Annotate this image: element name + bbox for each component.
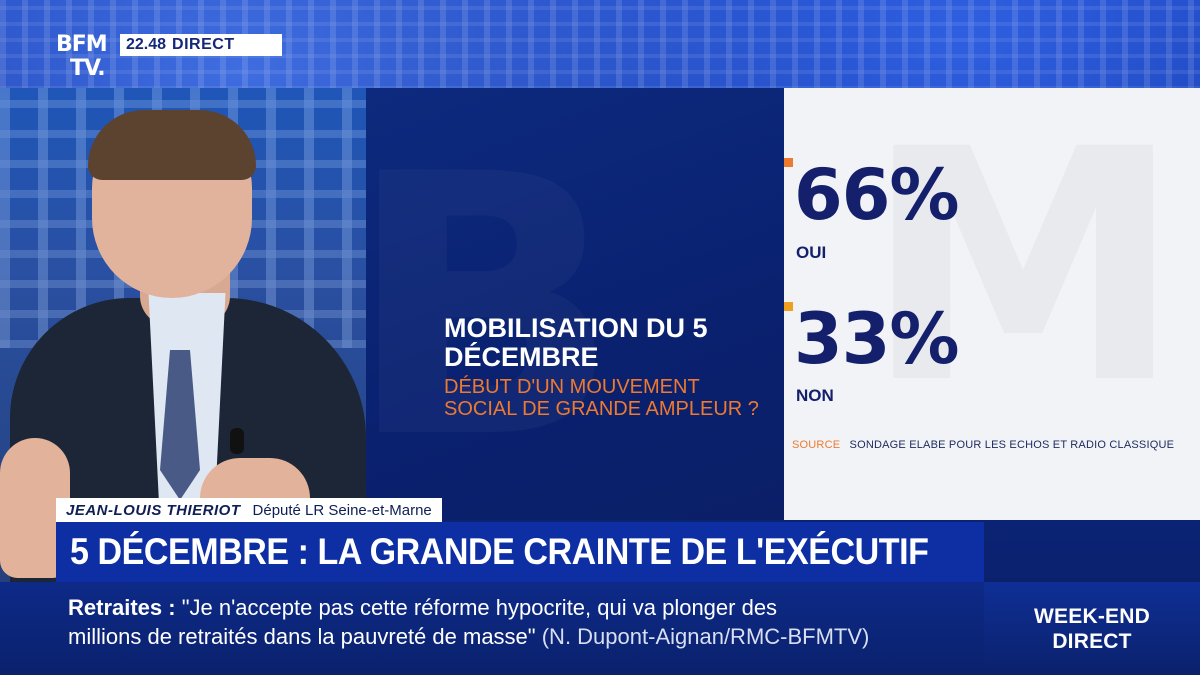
ticker-quote-part1: "Je n'accepte pas cette réforme hypocrit… [181, 595, 778, 620]
time-live-badge: 22.48 DIRECT [120, 34, 282, 56]
result-marker-no [784, 302, 793, 311]
channel-logo: BFM TV. [56, 32, 116, 82]
program-line-1: WEEK-END [1034, 604, 1150, 628]
poll-results-panel: M 66% OUI 33% NON SOURCE SONDAGE ELABE P… [784, 88, 1200, 520]
result-marker-yes [784, 158, 793, 167]
guest-name-strap: JEAN-LOUIS THIERIOT Député LR Seine-et-M… [56, 498, 442, 522]
headline-band: 5 DÉCEMBRE : LA GRANDE CRAINTE DE L'EXÉC… [56, 522, 984, 582]
guest-name: JEAN-LOUIS THIERIOT [66, 501, 241, 519]
news-ticker: Retraites : "Je n'accepte pas cette réfo… [0, 582, 984, 675]
poll-question-panel: B MOBILISATION DU 5 DÉCEMBRE DÉBUT D'UN … [366, 88, 784, 520]
ticker-credit: (N. Dupont-Aignan/RMC-BFMTV) [541, 624, 870, 649]
ticker-separator: : [162, 595, 182, 620]
poll-title: MOBILISATION DU 5 DÉCEMBRE [444, 313, 708, 372]
result-no-label: NON [796, 386, 834, 405]
ticker-quote-part2: millions de retraités dans la pauvreté d… [68, 624, 536, 649]
lapel-mic-icon [230, 428, 244, 454]
source-text: SONDAGE ELABE POUR LES ECHOS ET RADIO CL… [849, 439, 1175, 451]
ticker-topic: Retraites [68, 595, 163, 620]
ticker-line-1: Retraites : "Je n'accepte pas cette réfo… [68, 595, 777, 621]
logo-text-bottom: TV. [70, 56, 106, 81]
result-yes-label: OUI [796, 243, 827, 262]
guest-hair [88, 110, 256, 180]
result-yes-value: 66% [794, 154, 960, 236]
source-label: SOURCE [792, 439, 841, 451]
bfm-watermark-dark: B [366, 128, 620, 488]
program-line-2: DIRECT [1052, 629, 1132, 653]
poll-source: SOURCE SONDAGE ELABE POUR LES ECHOS ET R… [792, 439, 1174, 451]
live-label: DIRECT [172, 36, 235, 53]
poll-subtitle: DÉBUT D'UN MOUVEMENT SOCIAL DE GRANDE AM… [444, 376, 759, 420]
logo-text-top: BFM [56, 32, 108, 57]
ticker-line-2: millions de retraités dans la pauvreté d… [68, 624, 869, 650]
clock-time: 22.48 [126, 36, 167, 53]
program-badge: WEEK-END DIRECT [984, 582, 1200, 675]
result-no-value: 33% [794, 298, 960, 380]
headline-text: 5 DÉCEMBRE : LA GRANDE CRAINTE DE L'EXÉC… [70, 531, 929, 572]
guest-role: Député LR Seine-et-Marne [252, 501, 432, 519]
